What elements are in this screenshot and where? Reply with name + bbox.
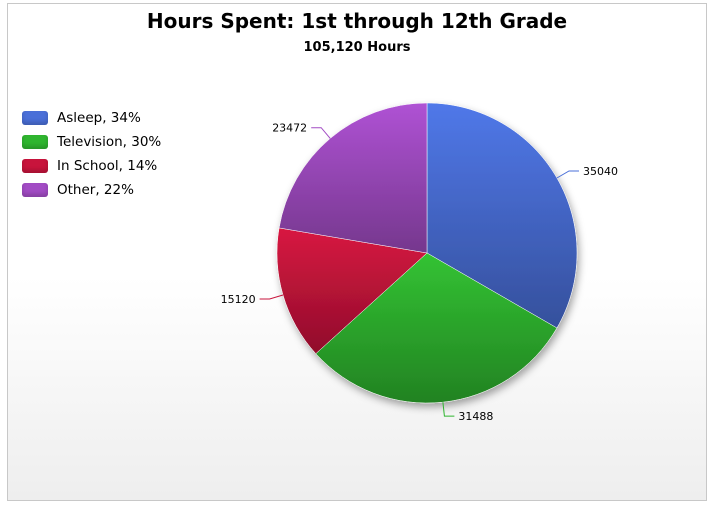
data-label-television: 31488 bbox=[458, 410, 493, 423]
chart-subtitle: 105,120 Hours bbox=[303, 40, 411, 55]
legend-swatch-other bbox=[22, 183, 48, 197]
chart-title: Hours Spent: 1st through 12th Grade bbox=[146, 9, 568, 33]
legend-item-in-school: In School, 14% bbox=[22, 154, 161, 178]
pie-slice-in-school bbox=[276, 227, 428, 355]
pie-slice-other bbox=[278, 102, 428, 254]
legend-label-asleep: Asleep, 34% bbox=[57, 110, 141, 126]
pie-slice-asleep bbox=[426, 102, 578, 329]
leader-line-other bbox=[311, 127, 331, 139]
data-label-other: 23472 bbox=[272, 122, 307, 135]
chart-frame: Hours Spent: 1st through 12th Grade 105,… bbox=[7, 3, 707, 501]
legend-label-television: Television, 30% bbox=[57, 134, 162, 150]
leader-line-in-school bbox=[259, 294, 284, 300]
leader-line-television bbox=[442, 402, 455, 417]
pie-slice-television bbox=[315, 252, 558, 404]
legend-item-asleep: Asleep, 34% bbox=[22, 106, 161, 130]
data-label-in-school: 15120 bbox=[221, 293, 256, 306]
legend-label-in-school: In School, 14% bbox=[57, 158, 158, 174]
leader-line-asleep bbox=[556, 170, 579, 179]
pie-slices bbox=[276, 102, 578, 404]
legend-swatch-television bbox=[22, 135, 48, 149]
legend-item-other: Other, 22% bbox=[22, 178, 161, 202]
pie-data-labels: 35040 31488 15120 23472 bbox=[221, 122, 618, 423]
legend-swatch-in-school bbox=[22, 159, 48, 173]
legend-swatch-asleep bbox=[22, 111, 48, 125]
legend-label-other: Other, 22% bbox=[57, 182, 134, 198]
chart-legend: Asleep, 34% Television, 30% In School, 1… bbox=[22, 106, 161, 202]
data-label-asleep: 35040 bbox=[583, 165, 618, 178]
legend-item-television: Television, 30% bbox=[22, 130, 161, 154]
